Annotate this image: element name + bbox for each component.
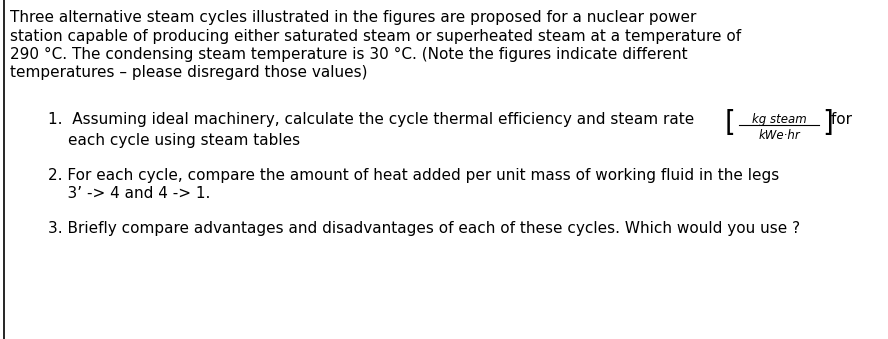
Text: [: [	[725, 109, 736, 137]
Text: temperatures – please disregard those values): temperatures – please disregard those va…	[10, 65, 368, 80]
Text: ]: ]	[822, 109, 833, 137]
Text: Three alternative steam cycles illustrated in the figures are proposed for a nuc: Three alternative steam cycles illustrat…	[10, 10, 696, 25]
Text: each cycle using steam tables: each cycle using steam tables	[68, 134, 300, 148]
Text: station capable of producing either saturated steam or superheated steam at a te: station capable of producing either satu…	[10, 28, 741, 43]
Text: 3’ -> 4 and 4 -> 1.: 3’ -> 4 and 4 -> 1.	[48, 186, 210, 201]
Text: 1.  Assuming ideal machinery, calculate the cycle thermal efficiency and steam r: 1. Assuming ideal machinery, calculate t…	[48, 112, 699, 127]
Text: 2. For each cycle, compare the amount of heat added per unit mass of working flu: 2. For each cycle, compare the amount of…	[48, 168, 780, 183]
Text: kWe·hr: kWe·hr	[758, 129, 800, 142]
Text: kg steam: kg steam	[751, 113, 806, 126]
Text: for: for	[826, 112, 852, 127]
Text: 3. Briefly compare advantages and disadvantages of each of these cycles. Which w: 3. Briefly compare advantages and disadv…	[48, 221, 800, 236]
Text: 290 °C. The condensing steam temperature is 30 °C. (Note the figures indicate di: 290 °C. The condensing steam temperature…	[10, 47, 687, 62]
